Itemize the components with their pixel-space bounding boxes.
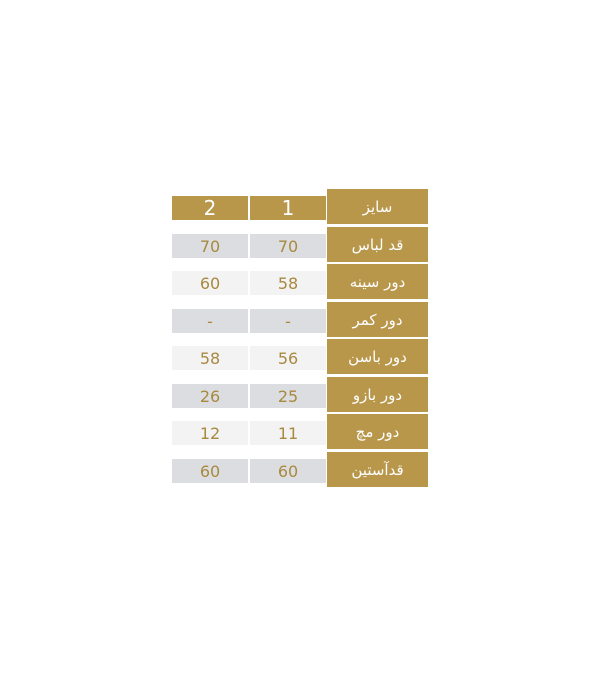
table-cell: 70 [172, 234, 248, 258]
table-cell: 58 [172, 346, 248, 370]
table-cell: 70 [250, 234, 326, 258]
header-size-2: 2 [172, 196, 248, 220]
row-label: دور سینه [327, 264, 428, 299]
row-label: دور بازو [327, 377, 428, 412]
row-label: دور باسن [327, 339, 428, 374]
table-cell: - [250, 309, 326, 333]
table-cell: 12 [172, 421, 248, 445]
row-label: قد لباس [327, 227, 428, 262]
row-label: دور کمر [327, 302, 428, 337]
table-cell: 60 [172, 459, 248, 483]
table-cell: 60 [172, 271, 248, 295]
table-cell: 58 [250, 271, 326, 295]
table-cell: 25 [250, 384, 326, 408]
table-cell: - [172, 309, 248, 333]
header-label-size: سایز [327, 189, 428, 224]
table-cell: 11 [250, 421, 326, 445]
table-cell: 56 [250, 346, 326, 370]
row-label: قدآستین [327, 452, 428, 487]
header-size-1: 1 [250, 196, 326, 220]
row-label: دور مچ [327, 414, 428, 449]
table-cell: 60 [250, 459, 326, 483]
table-cell: 26 [172, 384, 248, 408]
